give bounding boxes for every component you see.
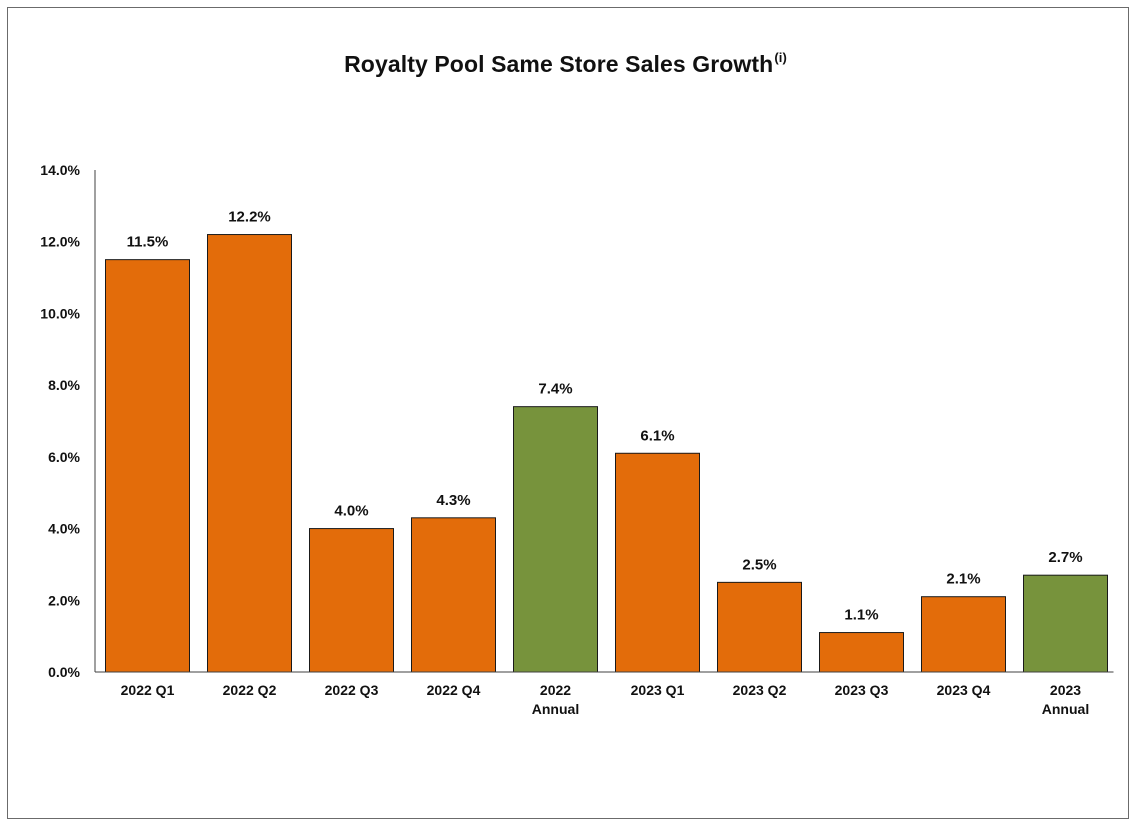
bar-annual bbox=[1023, 574, 1108, 673]
bar-value-label: 12.2% bbox=[228, 209, 271, 226]
x-tick-label: 2023 Q4 bbox=[937, 682, 991, 698]
bar-quarter bbox=[717, 581, 802, 673]
bar-value-label: 6.1% bbox=[640, 427, 674, 444]
bar-annual bbox=[513, 406, 598, 673]
bar-value-label: 11.5% bbox=[127, 234, 169, 251]
y-tick-label: 8.0% bbox=[48, 377, 80, 393]
bar-quarter bbox=[615, 452, 700, 673]
data-labels: 11.5% 12.2% 4.0% 4.3% 7.4% 6.1% 2.5% 1.1% 2.1% 2.… bbox=[127, 209, 1083, 624]
bar-value-label: 4.0% bbox=[334, 503, 368, 520]
bar-value-label: 1.1% bbox=[844, 607, 878, 624]
bar-quarter bbox=[411, 517, 496, 673]
x-tick-label: 2022 Q3 bbox=[325, 682, 379, 698]
chart-title: Royalty Pool Same Store Sales Growth(i) bbox=[0, 50, 1131, 78]
chart-title-footnote-marker: (i) bbox=[774, 50, 787, 65]
bar-value-label: 2.5% bbox=[742, 556, 776, 573]
x-axis: 2022 Q1 2022 Q2 2022 Q3 2022 Q4 2022 Annual 20… bbox=[95, 671, 1114, 717]
x-tick-label: 2023 Q3 bbox=[835, 682, 889, 698]
x-tick-label: Annual bbox=[532, 701, 579, 717]
bar-quarter bbox=[921, 596, 1006, 673]
bar-quarter bbox=[309, 528, 394, 673]
bar-value-label: 2.1% bbox=[946, 571, 980, 588]
bar-value-label: 2.7% bbox=[1048, 549, 1082, 566]
chart-title-text: Royalty Pool Same Store Sales Growth bbox=[344, 51, 774, 77]
x-tick-label: 2022 Q4 bbox=[427, 682, 481, 698]
x-tick-label: 2023 bbox=[1050, 682, 1081, 698]
x-tick-label: 2023 Q2 bbox=[733, 682, 787, 698]
y-tick-label: 12.0% bbox=[40, 234, 80, 250]
y-axis: 0.0% 2.0% 4.0% 6.0% 8.0% 10.0% 12.0% 14.0% bbox=[40, 162, 96, 680]
y-tick-label: 4.0% bbox=[48, 521, 80, 537]
y-tick-label: 6.0% bbox=[48, 449, 80, 465]
x-tick-label: 2023 Q1 bbox=[631, 682, 685, 698]
bars bbox=[105, 234, 1108, 673]
x-tick-label: 2022 Q2 bbox=[223, 682, 277, 698]
bar-value-label: 4.3% bbox=[436, 492, 470, 509]
x-tick-label: 2022 bbox=[540, 682, 571, 698]
y-tick-label: 10.0% bbox=[40, 305, 80, 321]
x-tick-label: Annual bbox=[1042, 701, 1089, 717]
y-tick-label: 2.0% bbox=[48, 592, 80, 608]
bar-quarter bbox=[207, 234, 292, 673]
y-tick-label: 14.0% bbox=[40, 162, 80, 178]
bar-value-label: 7.4% bbox=[538, 381, 572, 398]
y-tick-label: 0.0% bbox=[48, 664, 80, 680]
bar-quarter bbox=[105, 259, 190, 673]
x-tick-label: 2022 Q1 bbox=[121, 682, 175, 698]
bar-quarter bbox=[819, 632, 904, 673]
